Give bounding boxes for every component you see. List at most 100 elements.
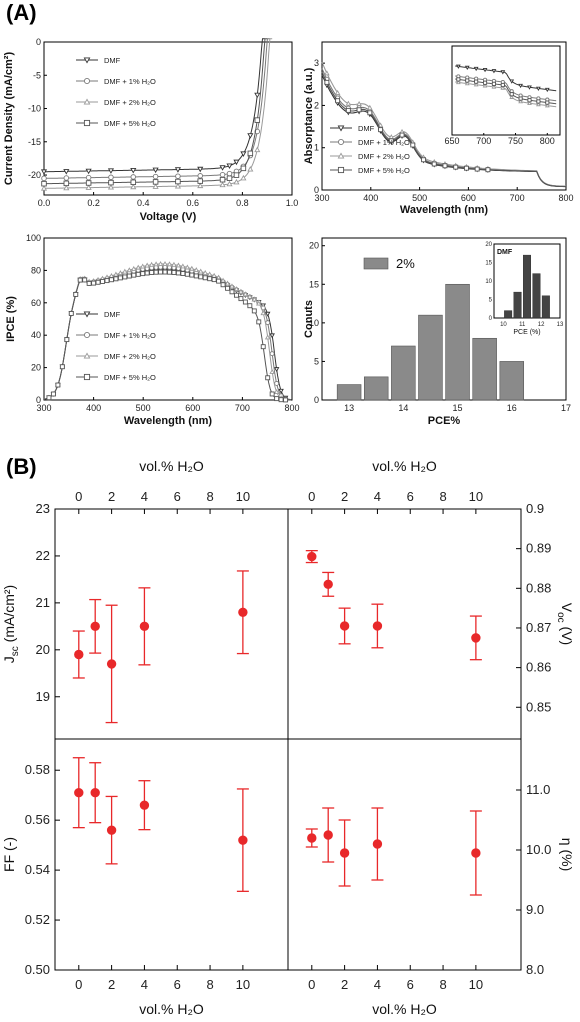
inset-series-marker bbox=[545, 100, 550, 105]
series-marker bbox=[219, 171, 226, 178]
label-part: (mA/cm²) bbox=[1, 585, 17, 646]
series-marker bbox=[85, 180, 92, 186]
series-marker bbox=[157, 261, 164, 267]
inset-histogram-bar bbox=[541, 295, 550, 319]
inset-y-tick-label: 15 bbox=[485, 261, 492, 267]
series-marker bbox=[211, 277, 217, 283]
jsc-point bbox=[106, 659, 117, 669]
inset-series-marker bbox=[509, 92, 514, 97]
x-tick-label: 500 bbox=[412, 193, 427, 203]
series-marker bbox=[273, 367, 280, 373]
inset-series-marker bbox=[544, 87, 550, 93]
series-marker bbox=[240, 151, 247, 157]
legend-marker bbox=[83, 373, 91, 381]
series-line bbox=[43, 271, 291, 401]
inset-series-marker bbox=[536, 101, 541, 107]
series-marker bbox=[474, 166, 480, 172]
inset-y-tick-label: 5 bbox=[489, 298, 493, 304]
series-marker bbox=[226, 170, 233, 177]
label-part: J bbox=[1, 656, 17, 663]
eta-point bbox=[307, 833, 317, 843]
x-tick-label-bottom: 8 bbox=[206, 977, 213, 992]
inset-series-marker bbox=[536, 86, 541, 91]
x-tick-label: 300 bbox=[36, 403, 51, 413]
plot-frame bbox=[43, 41, 293, 196]
inset-series-marker bbox=[482, 83, 488, 88]
inset-series-marker bbox=[500, 85, 506, 90]
y-tick-label-left: 19 bbox=[36, 689, 50, 704]
x-tick-label-top: 6 bbox=[407, 489, 414, 504]
series-marker bbox=[202, 275, 208, 281]
series-marker bbox=[377, 122, 384, 128]
series-marker bbox=[229, 289, 235, 295]
legend-entry: DMF bbox=[358, 124, 375, 133]
x-tick-label: 300 bbox=[314, 193, 329, 203]
x-tick-label: 17 bbox=[561, 403, 571, 413]
y-tick-label-left: 23 bbox=[36, 501, 50, 516]
series-marker bbox=[175, 178, 181, 185]
x-tick-label-top: 2 bbox=[341, 489, 348, 504]
series-marker bbox=[130, 183, 137, 190]
ff-point bbox=[74, 787, 84, 798]
x-tick-label: 600 bbox=[461, 193, 476, 203]
series-marker bbox=[233, 286, 240, 292]
series-marker bbox=[273, 389, 280, 395]
series-marker bbox=[224, 280, 231, 286]
series-line bbox=[43, 266, 291, 401]
legend-entry: DMF + 5% H₂O bbox=[358, 166, 410, 175]
y-tick-label-left: 20 bbox=[36, 642, 50, 657]
inset-series-marker bbox=[482, 68, 488, 73]
y-tick-label: 15 bbox=[309, 279, 319, 289]
x-tick-label-bottom: 10 bbox=[469, 977, 483, 992]
jsc-point bbox=[139, 621, 150, 632]
series-marker bbox=[113, 276, 119, 282]
x-tick-label-bottom: 0 bbox=[308, 977, 315, 992]
series-marker bbox=[158, 269, 164, 275]
x-axis-label: Voltage (V) bbox=[140, 211, 197, 223]
histogram-bar bbox=[391, 345, 416, 401]
inset-series-marker bbox=[518, 96, 523, 101]
legend-marker bbox=[337, 138, 345, 146]
y-tick-label-right: 0.88 bbox=[526, 580, 551, 595]
inset-frame bbox=[451, 45, 561, 136]
x-tick-label: 16 bbox=[507, 403, 517, 413]
series-marker bbox=[356, 107, 362, 113]
legend-marker bbox=[337, 125, 345, 132]
x-tick-label-bottom: 6 bbox=[407, 977, 414, 992]
jv-chart: 0.0 0.2 0.4 0.6 0.8 1.0 0 -5 -10 -15 -20 Voltage (V… bbox=[3, 37, 298, 223]
histogram-bar bbox=[336, 384, 362, 401]
series-marker bbox=[264, 311, 271, 317]
series-marker bbox=[198, 274, 204, 280]
legend-marker bbox=[337, 166, 345, 174]
x-tick-label-bottom: 10 bbox=[236, 977, 250, 992]
series-marker bbox=[197, 178, 203, 184]
series-marker bbox=[220, 282, 226, 288]
x-tick-label: 14 bbox=[398, 403, 408, 413]
series-marker bbox=[152, 183, 159, 189]
series-marker bbox=[184, 271, 190, 277]
series-marker bbox=[254, 92, 261, 99]
series-marker bbox=[100, 278, 105, 284]
inset-x-tick-label: 650 bbox=[444, 136, 459, 146]
y-tick-label: 5 bbox=[314, 356, 319, 366]
series-marker bbox=[254, 117, 261, 123]
y-axis-label-voc: Voc (V) bbox=[555, 603, 575, 645]
inset-series-marker bbox=[500, 70, 506, 75]
plot-frame bbox=[321, 237, 567, 401]
series-marker bbox=[265, 375, 271, 381]
series-marker bbox=[260, 344, 266, 350]
y-tick-label: -15 bbox=[28, 137, 41, 147]
inset-series-marker bbox=[518, 99, 523, 104]
x-axis-label: Wavelength (nm) bbox=[124, 415, 213, 427]
x-tick-label-bottom: 4 bbox=[141, 977, 148, 992]
series-marker bbox=[211, 272, 217, 278]
inset-x-axis-label: PCE (%) bbox=[513, 329, 540, 336]
series-marker bbox=[247, 293, 253, 299]
series-marker bbox=[63, 175, 70, 181]
series-marker bbox=[63, 180, 70, 187]
inset-series-marker bbox=[491, 84, 497, 89]
legend-swatch bbox=[363, 257, 389, 270]
jsc-point bbox=[90, 621, 100, 632]
series-marker bbox=[264, 334, 271, 340]
x-tick-label-top: 8 bbox=[206, 489, 213, 504]
